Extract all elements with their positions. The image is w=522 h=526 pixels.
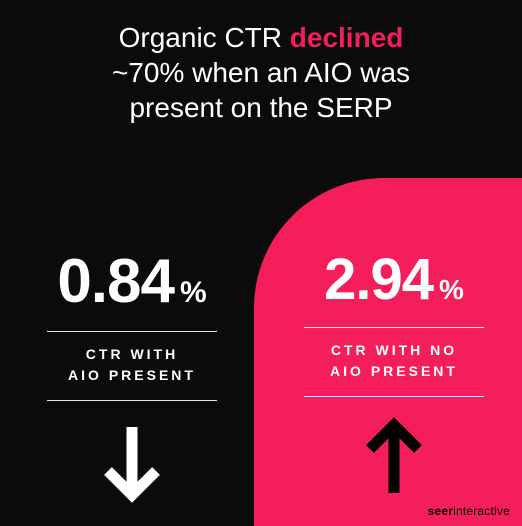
right-arrow-wrap bbox=[274, 417, 514, 499]
left-stat: 0.84 % bbox=[12, 246, 252, 317]
left-arrow-wrap bbox=[12, 421, 252, 503]
left-unit: % bbox=[180, 276, 207, 310]
right-panel: 2.94 % CTR WITH NO AIO PRESENT bbox=[274, 246, 514, 499]
right-value: 2.94 bbox=[324, 246, 433, 313]
headline: Organic CTR declined ~70% when an AIO wa… bbox=[0, 20, 522, 125]
headline-line3: present on the SERP bbox=[129, 92, 392, 123]
headline-line2: ~70% when an AIO was bbox=[112, 57, 410, 88]
left-caption: CTR WITH AIO PRESENT bbox=[12, 344, 252, 386]
right-divider-bottom bbox=[304, 396, 484, 397]
right-stat: 2.94 % bbox=[274, 246, 514, 313]
infographic-canvas: Organic CTR declined ~70% when an AIO wa… bbox=[0, 0, 522, 526]
left-divider-top bbox=[47, 331, 217, 332]
right-unit: % bbox=[439, 274, 464, 306]
headline-emphasis: declined bbox=[290, 22, 404, 53]
brand: seerinteractive bbox=[428, 504, 510, 518]
headline-pre: Organic CTR bbox=[119, 22, 290, 53]
arrow-down-icon bbox=[91, 421, 173, 503]
left-value: 0.84 bbox=[57, 246, 174, 317]
arrow-up-icon bbox=[353, 417, 435, 499]
brand-bold: seer bbox=[428, 504, 454, 518]
right-caption: CTR WITH NO AIO PRESENT bbox=[274, 340, 514, 382]
left-divider-bottom bbox=[47, 400, 217, 401]
right-divider-top bbox=[304, 327, 484, 328]
left-panel: 0.84 % CTR WITH AIO PRESENT bbox=[12, 246, 252, 503]
brand-rest: interactive bbox=[453, 504, 510, 518]
